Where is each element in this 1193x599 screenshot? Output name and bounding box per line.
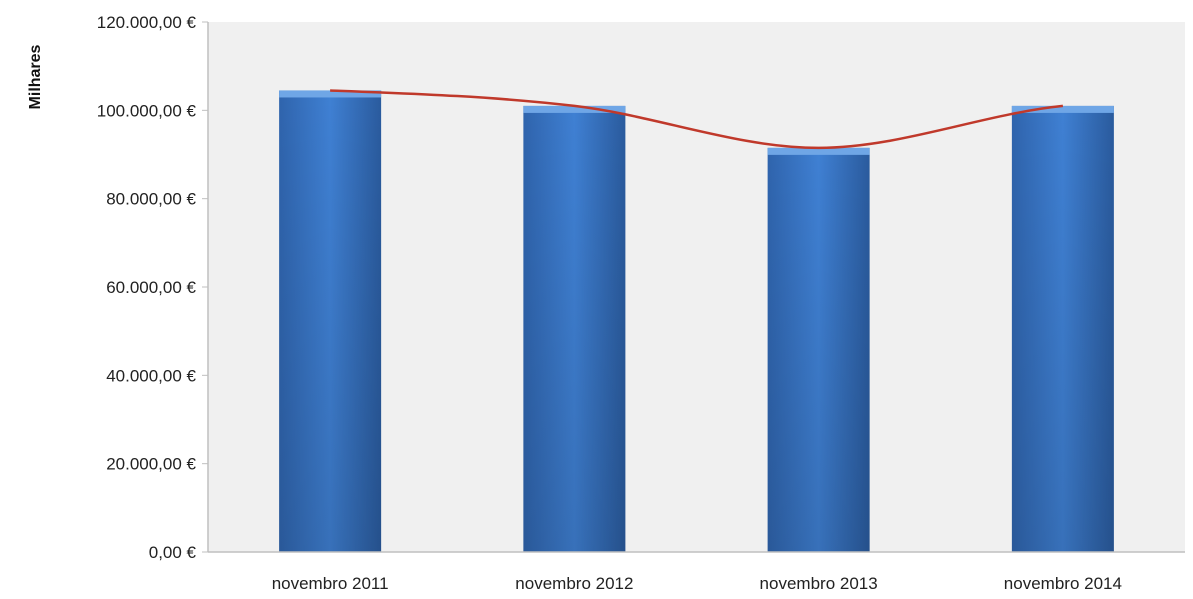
y-tick-label: 20.000,00 € <box>106 455 196 474</box>
bar-shade <box>523 105 626 553</box>
bar-cap <box>279 90 382 98</box>
y-axis-title: Milhares <box>27 44 44 109</box>
y-tick-label: 120.000,00 € <box>97 13 197 32</box>
bar-cap <box>767 147 870 155</box>
y-tick-label: 40.000,00 € <box>106 366 196 385</box>
x-tick-label: novembro 2012 <box>515 574 633 593</box>
y-tick-label: 100.000,00 € <box>97 101 197 120</box>
bar-shade <box>279 90 382 552</box>
bar-shade <box>1011 105 1114 553</box>
x-tick-label: novembro 2013 <box>760 574 878 593</box>
bar <box>767 147 870 552</box>
bar-cap <box>523 105 626 113</box>
bar <box>1011 105 1114 553</box>
y-axis: 0,00 € 20.000,00 € 40.000,00 € 60.000,00 € 8… <box>97 13 209 562</box>
trendline <box>330 89 1064 150</box>
bar <box>523 105 626 553</box>
x-tick-label: novembro 2011 <box>272 574 389 593</box>
x-tick-label: novembro 2014 <box>1004 574 1122 593</box>
bar-shade <box>767 147 870 552</box>
y-tick-label: 80.000,00 € <box>106 190 196 209</box>
x-axis: novembro 2011 novembro 2012 novembro 2013 n… <box>208 551 1185 593</box>
bar <box>279 90 382 552</box>
y-tick-label: 60.000,00 € <box>106 278 196 297</box>
bars <box>279 90 1114 553</box>
y-tick-label: 0,00 € <box>149 543 197 562</box>
bar-cap <box>1011 105 1114 113</box>
